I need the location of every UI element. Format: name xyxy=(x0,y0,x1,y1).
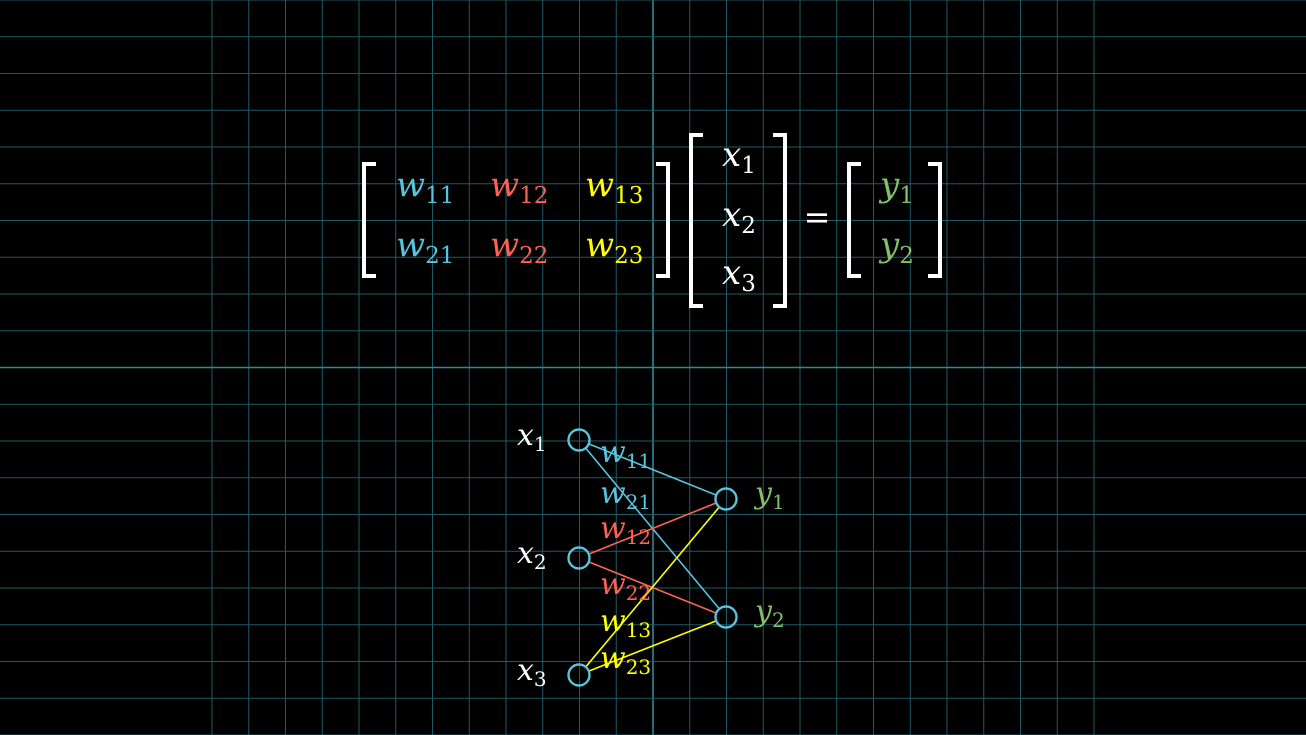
input-node-x1 xyxy=(567,428,591,452)
input-vector-left-bracket xyxy=(689,133,703,308)
output-vector-right-bracket xyxy=(928,162,942,278)
input-cell-x1-subscript: 1 xyxy=(741,153,756,179)
output-node-y2 xyxy=(714,605,738,629)
weight-cell-w13: w13 xyxy=(585,165,643,209)
weight-cell-w12: w12 xyxy=(490,165,548,209)
edge-w12 xyxy=(588,502,717,555)
edge-label-w11-subscript: 11 xyxy=(626,449,651,473)
input-label-x2-subscript: 2 xyxy=(534,550,547,574)
input-cell-x1: x1 xyxy=(722,135,756,179)
output-label-y1-subscript: 1 xyxy=(772,490,785,514)
edge-label-w21-symbol: w xyxy=(600,476,626,511)
input-cell-x2: x2 xyxy=(722,195,756,239)
equals-sign: = xyxy=(804,198,831,236)
weight-cell-w21-symbol: w xyxy=(396,225,425,265)
output-label-y2-subscript: 2 xyxy=(772,608,785,632)
output-cell-y1-symbol: y xyxy=(878,165,900,205)
output-cell-y1-subscript: 1 xyxy=(899,183,914,209)
input-label-x1-subscript: 1 xyxy=(534,432,547,456)
weight-cell-w11-subscript: 11 xyxy=(425,183,454,209)
weight-cell-w21: w21 xyxy=(396,225,454,269)
input-label-x1-symbol: x xyxy=(517,418,534,453)
edge-w13 xyxy=(585,506,720,668)
input-cell-x2-symbol: x xyxy=(722,195,741,235)
input-label-x3-symbol: x xyxy=(517,653,534,688)
weight-cell-w12-subscript: 12 xyxy=(519,183,548,209)
weight-cell-w23: w23 xyxy=(585,225,643,269)
output-label-y2-symbol: y xyxy=(753,594,773,629)
edge-label-w23: w23 xyxy=(600,641,651,679)
weight-cell-w23-symbol: w xyxy=(585,225,614,265)
edge-label-w21: w21 xyxy=(600,476,651,514)
input-label-x3-subscript: 3 xyxy=(534,667,547,691)
edge-label-w12-symbol: w xyxy=(600,511,626,546)
output-label-y2: y2 xyxy=(753,594,785,632)
weight-cell-w23-subscript: 23 xyxy=(614,243,643,269)
weight-cell-w11: w11 xyxy=(396,165,454,209)
output-cell-y1: y1 xyxy=(878,165,914,209)
output-cell-y2-subscript: 2 xyxy=(899,243,914,269)
output-node-y1 xyxy=(714,487,738,511)
edge-label-w22-symbol: w xyxy=(600,567,626,602)
edge-label-w23-subscript: 23 xyxy=(626,655,651,679)
weight-cell-w22-subscript: 22 xyxy=(519,243,548,269)
weight-cell-w13-symbol: w xyxy=(585,165,614,205)
weight-edges xyxy=(585,443,720,672)
input-cell-x3: x3 xyxy=(722,253,756,297)
output-label-y1-symbol: y xyxy=(753,476,773,511)
edge-label-w12: w12 xyxy=(600,511,651,549)
weight-cell-w22: w22 xyxy=(490,225,548,269)
edge-label-w13-symbol: w xyxy=(600,604,626,639)
weight-matrix-left-bracket xyxy=(362,162,376,278)
edge-w11 xyxy=(588,443,717,496)
input-label-x3: x3 xyxy=(517,653,547,691)
network-nodes xyxy=(567,428,738,687)
edge-label-w22-subscript: 22 xyxy=(626,581,651,605)
edge-label-w22: w22 xyxy=(600,567,651,605)
input-cell-x3-subscript: 3 xyxy=(741,271,756,297)
input-label-x2: x2 xyxy=(517,536,547,574)
output-cell-y2: y2 xyxy=(878,225,914,269)
input-cell-x2-subscript: 2 xyxy=(741,213,756,239)
edge-label-w21-subscript: 21 xyxy=(626,490,651,514)
input-node-x2 xyxy=(567,546,591,570)
edge-label-w13-subscript: 13 xyxy=(626,618,651,642)
input-cell-x3-symbol: x xyxy=(722,253,741,293)
edge-label-w12-subscript: 12 xyxy=(626,525,651,549)
edge-label-w13: w13 xyxy=(600,604,651,642)
output-cell-y2-symbol: y xyxy=(878,225,900,265)
input-node-x3 xyxy=(567,663,591,687)
weight-cell-w22-symbol: w xyxy=(490,225,519,265)
edge-label-w11-symbol: w xyxy=(600,435,626,470)
output-vector-left-bracket xyxy=(847,162,861,278)
input-label-x1: x1 xyxy=(517,418,547,456)
input-vector-right-bracket xyxy=(773,133,787,308)
edge-label-w11: w11 xyxy=(600,435,651,473)
weight-matrix-right-bracket xyxy=(656,162,670,278)
weight-cell-w13-subscript: 13 xyxy=(614,183,643,209)
input-cell-x1-symbol: x xyxy=(722,135,741,175)
weight-cell-w21-subscript: 21 xyxy=(425,243,454,269)
input-label-x2-symbol: x xyxy=(517,536,534,571)
edge-w23 xyxy=(588,620,717,672)
edge-label-w23-symbol: w xyxy=(600,641,626,676)
weight-cell-w12-symbol: w xyxy=(490,165,519,205)
output-label-y1: y1 xyxy=(753,476,785,514)
weight-cell-w11-symbol: w xyxy=(396,165,425,205)
